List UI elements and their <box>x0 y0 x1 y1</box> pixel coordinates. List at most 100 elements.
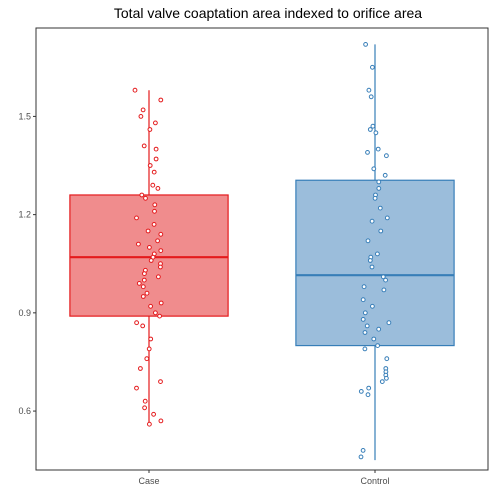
point-control <box>358 454 364 460</box>
point-case <box>157 313 163 319</box>
point-case <box>147 127 153 132</box>
point-control <box>360 297 366 303</box>
point-case <box>152 208 157 214</box>
x-tick-label-control: Control <box>360 476 389 486</box>
point-control <box>371 336 377 342</box>
point-case <box>150 182 156 188</box>
point-control <box>370 64 375 70</box>
point-control <box>370 123 376 129</box>
point-control <box>376 186 382 191</box>
point-case <box>148 303 154 309</box>
point-case <box>134 385 139 391</box>
point-control <box>375 343 381 349</box>
point-control <box>371 166 377 172</box>
point-case <box>153 156 159 162</box>
point-case <box>141 277 147 283</box>
point-case <box>139 192 145 198</box>
point-control <box>361 284 367 290</box>
point-case <box>142 398 148 404</box>
box-control <box>295 179 455 347</box>
point-control <box>376 179 382 185</box>
point-control <box>362 346 368 352</box>
point-control <box>384 356 390 362</box>
point-case <box>138 114 144 119</box>
point-control <box>366 385 372 391</box>
y-tick-label: 1.5 <box>18 111 31 121</box>
point-case <box>151 222 157 227</box>
point-control <box>370 303 375 309</box>
point-control <box>375 251 380 257</box>
point-case <box>153 120 158 126</box>
point-case <box>143 195 148 201</box>
point-control <box>364 323 370 329</box>
point-control <box>367 258 373 263</box>
point-case <box>134 215 139 221</box>
point-case <box>140 323 146 329</box>
y-tick-label: 0.6 <box>18 406 31 416</box>
point-control <box>381 287 387 293</box>
point-case <box>144 290 150 296</box>
point-control <box>365 150 370 155</box>
point-case <box>144 356 150 362</box>
point-control <box>367 127 373 132</box>
point-control <box>372 195 378 201</box>
point-control <box>384 153 389 159</box>
point-control <box>377 205 383 211</box>
point-control <box>362 310 368 316</box>
point-case <box>151 411 157 417</box>
point-control <box>378 228 384 234</box>
point-case <box>136 241 141 247</box>
point-control <box>358 389 364 394</box>
point-case <box>153 310 158 316</box>
point-case <box>148 336 154 342</box>
point-control <box>384 215 390 221</box>
point-case <box>158 264 163 270</box>
x-tick-label-case: Case <box>138 476 159 486</box>
point-case <box>132 87 138 93</box>
plot-panel-border <box>35 27 489 471</box>
point-case <box>136 281 142 286</box>
point-control <box>360 317 366 322</box>
point-control <box>386 320 392 326</box>
point-case <box>138 366 143 371</box>
point-case <box>151 169 157 175</box>
point-case <box>158 248 164 254</box>
point-control <box>363 42 369 47</box>
point-control <box>365 238 371 244</box>
point-case <box>141 143 147 149</box>
y-tick-label: 1.2 <box>18 210 31 220</box>
point-case <box>147 421 152 427</box>
point-control <box>369 264 375 270</box>
point-control <box>384 375 389 381</box>
point-case <box>158 231 164 237</box>
point-case <box>140 107 146 113</box>
point-control <box>369 218 375 224</box>
point-control <box>373 130 379 136</box>
point-case <box>140 284 146 290</box>
point-control <box>368 94 374 100</box>
point-control <box>365 392 371 398</box>
point-case <box>155 238 161 244</box>
point-control <box>380 274 386 280</box>
point-case <box>155 186 161 191</box>
point-control <box>379 379 385 385</box>
point-case <box>156 274 161 280</box>
point-control <box>362 330 368 335</box>
point-case <box>145 228 151 234</box>
point-case <box>147 163 153 168</box>
point-control <box>375 146 381 152</box>
point-case <box>140 294 146 299</box>
point-case <box>134 320 140 326</box>
point-case <box>158 379 163 385</box>
chart-title: Total valve coaptation area indexed to o… <box>114 5 422 21</box>
point-control <box>366 87 372 93</box>
point-case <box>142 405 148 411</box>
point-case <box>142 271 147 277</box>
y-tick-label: 0.9 <box>18 308 31 318</box>
point-control <box>382 172 388 178</box>
point-case <box>147 245 152 250</box>
point-control <box>383 277 389 283</box>
point-case <box>148 258 154 263</box>
point-case <box>158 418 164 424</box>
